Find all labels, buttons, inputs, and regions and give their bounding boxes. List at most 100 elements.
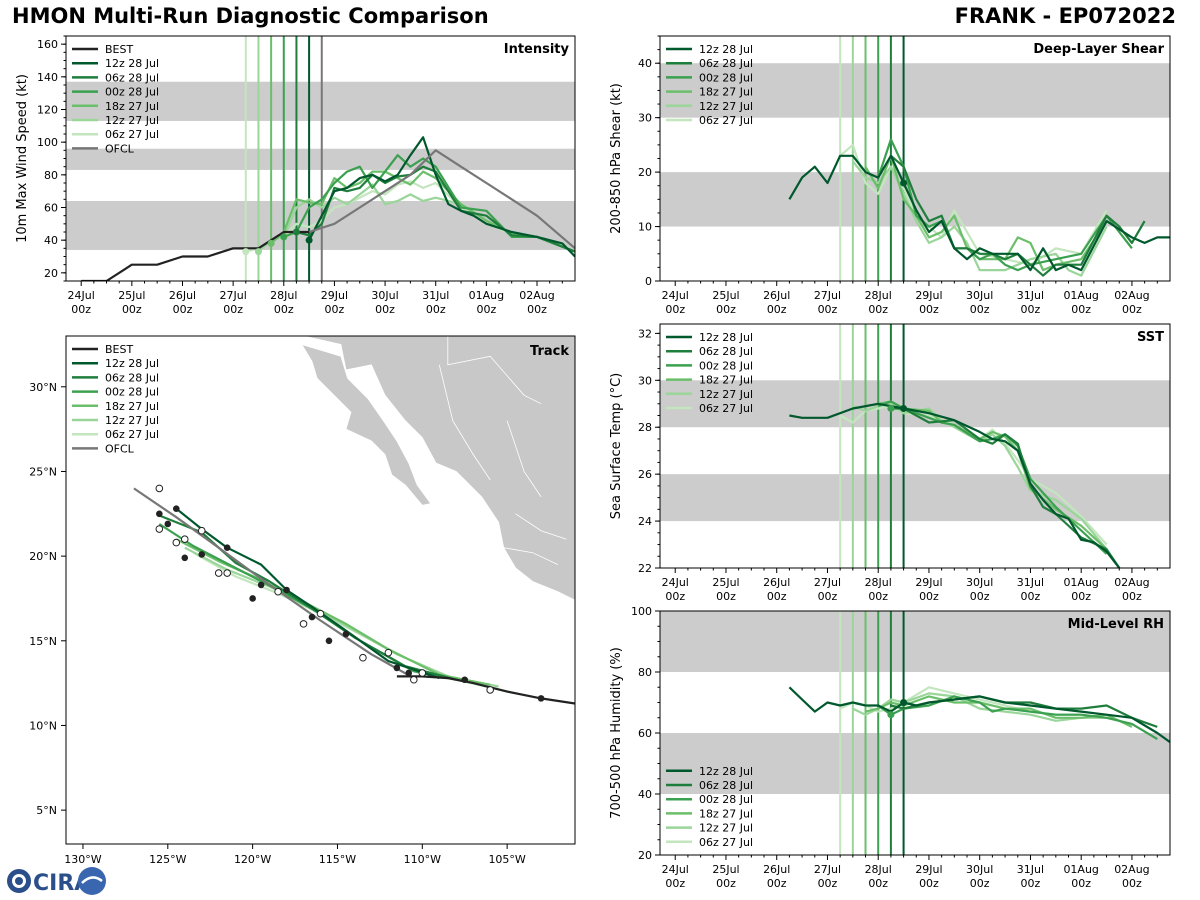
storm-name: FRANK - EP072022	[954, 4, 1176, 28]
track-point-filled	[181, 554, 189, 562]
track-point-open	[180, 535, 189, 544]
intensity-xtick-label: 00z	[122, 303, 142, 316]
rh-legend-label-12z-28-jul: 12z 28 Jul	[699, 765, 753, 778]
rh-xtick-label: 24Jul	[662, 863, 689, 876]
shear-legend-label-12z-27-jul: 12z 27 Jul	[699, 100, 753, 113]
track-legend-label-00z-28-jul: 00z 28 Jul	[105, 386, 159, 399]
track-point-open	[418, 669, 427, 677]
rh-xtick-label: 30Jul	[966, 863, 993, 876]
track-point-filled	[283, 586, 290, 594]
sst-xtick-label: 29Jul	[915, 576, 942, 589]
rh-xtick-label: 28Jul	[865, 863, 892, 876]
intensity-legend-label-ofcl: OFCL	[105, 142, 135, 155]
track-point-open	[486, 686, 494, 694]
sst-legend-label-06z-27-jul: 06z 27 Jul	[699, 402, 753, 415]
intensity-xtick-label: 25Jul	[118, 289, 145, 302]
rh-band-1	[660, 611, 1170, 672]
intensity-marker-12z-27-jul	[254, 248, 262, 256]
shear-ylabel: 200-850 hPa Shear (kt)	[609, 83, 624, 234]
track-ytick-label: 5°N	[36, 804, 57, 817]
sst-xtick-label: 30Jul	[966, 576, 993, 589]
intensity-ytick-label: 60	[44, 202, 58, 215]
track-series-ofcl	[133, 487, 415, 680]
track-point-filled	[405, 669, 413, 677]
track-xtick-label: 125°W	[149, 853, 186, 866]
sst-xtick-label: 00z	[665, 590, 685, 603]
shear-xtick-label: 00z	[868, 303, 888, 316]
intensity-xtick-label: 02Aug	[519, 289, 554, 302]
rh-ytick-label: 100	[631, 605, 652, 618]
shear-xtick-label: 02Aug	[1114, 289, 1149, 302]
intensity-xtick-label: 00z	[476, 303, 496, 316]
shear-xtick-label: 00z	[767, 303, 787, 316]
track-point-filled	[172, 505, 180, 513]
track-series-06z-28-jul	[158, 514, 457, 681]
state-border-0	[447, 336, 542, 405]
intensity-xtick-label: 30Jul	[371, 289, 398, 302]
shear-xtick-label: 00z	[665, 303, 685, 316]
intensity-legend-label-06z-27-jul: 06z 27 Jul	[105, 128, 159, 141]
land-mainland	[303, 336, 575, 601]
sst-ylabel: Sea Surface Temp (°C)	[609, 373, 624, 520]
intensity-xtick-label: 00z	[173, 303, 193, 316]
sst-legend-label-12z-27-jul: 12z 27 Jul	[699, 388, 753, 401]
track-point-filled	[308, 613, 316, 621]
shear-series-06z-28-jul	[890, 154, 1146, 277]
rh-legend-label-06z-27-jul: 06z 27 Jul	[699, 836, 753, 849]
intensity-legend-label-12z-27-jul: 12z 27 Jul	[105, 114, 159, 127]
rh-legend-label-00z-28-jul: 00z 28 Jul	[699, 793, 753, 806]
shear-xtick-label: 00z	[919, 303, 939, 316]
state-border-1	[438, 364, 491, 481]
track-legend-label-ofcl: OFCL	[105, 442, 135, 455]
rh-xtick-label: 00z	[665, 877, 685, 890]
sst-xtick-label: 31Jul	[1017, 576, 1044, 589]
rh-xtick-label: 01Aug	[1063, 863, 1098, 876]
sst-xtick-label: 02Aug	[1114, 576, 1149, 589]
sst-xtick-label: 27Jul	[814, 576, 841, 589]
track-point-open	[410, 675, 418, 684]
intensity-title: Intensity	[504, 42, 570, 57]
sst-xtick-label: 00z	[767, 590, 787, 603]
sst-ytick-label: 22	[638, 562, 652, 575]
sst-title: SST	[1137, 330, 1164, 345]
track-xtick-label: 120°W	[234, 853, 271, 866]
intensity-xtick-label: 00z	[223, 303, 243, 316]
track-point-open	[197, 526, 206, 535]
intensity-ytick-label: 140	[37, 71, 58, 84]
shear-legend-label-06z-27-jul: 06z 27 Jul	[699, 114, 753, 127]
sst-xtick-label: 00z	[868, 590, 888, 603]
intensity-ytick-label: 40	[44, 234, 58, 247]
rh-ytick-label: 40	[638, 788, 652, 801]
sst-legend-label-18z-27-jul: 18z 27 Jul	[699, 374, 753, 387]
intensity-xtick-label: 28Jul	[270, 289, 297, 302]
shear-xtick-label: 00z	[970, 303, 990, 316]
sst-xtick-label: 00z	[919, 590, 939, 603]
shear-xtick-label: 30Jul	[966, 289, 993, 302]
track-frame	[65, 335, 576, 845]
intensity-ytick-label: 160	[37, 38, 58, 51]
track-point-filled	[393, 664, 401, 672]
sst-ytick-label: 26	[638, 468, 652, 481]
intensity-legend-label-06z-28-jul: 06z 28 Jul	[105, 71, 159, 84]
track-point-open	[172, 538, 181, 547]
intensity-ytick-label: 80	[44, 169, 58, 182]
intensity-xtick-label: 00z	[527, 303, 547, 316]
track-point-filled	[198, 551, 206, 558]
track-series-12z-28-jul	[175, 507, 440, 680]
shear-ytick-label: 10	[638, 221, 652, 234]
rh-xtick-label: 02Aug	[1114, 863, 1149, 876]
shear-xtick-label: 25Jul	[712, 289, 739, 302]
track-point-open	[299, 620, 308, 628]
rh-ytick-label: 20	[638, 849, 652, 862]
rh-xtick-label: 26Jul	[763, 863, 790, 876]
rh-xtick-label: 27Jul	[814, 863, 841, 876]
rh-marker-00z-28-jul	[887, 711, 895, 719]
track-point-filled	[461, 676, 469, 684]
shear-plot-area	[660, 36, 1170, 281]
rh-xtick-label: 00z	[1021, 877, 1041, 890]
track-point-filled	[342, 630, 350, 638]
shear-xtick-label: 27Jul	[814, 289, 841, 302]
intensity-band-1	[66, 148, 575, 170]
shear-legend-label-18z-27-jul: 18z 27 Jul	[699, 86, 753, 99]
track-point-filled	[156, 510, 163, 518]
